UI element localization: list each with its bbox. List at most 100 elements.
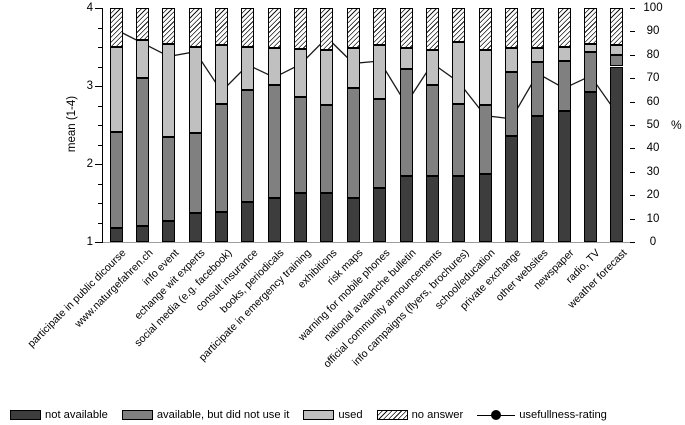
left-axis-tick — [98, 66, 103, 68]
bar-segment-available-not-used — [267, 85, 281, 198]
plot-area — [103, 8, 630, 242]
left-axis-tick — [95, 164, 103, 165]
left-axis-tick — [98, 203, 103, 204]
bar-segment-available-not-used — [162, 136, 176, 221]
left-axis-tick-label: 4 — [86, 2, 93, 14]
legend-label-no-answer: no answer — [411, 409, 464, 421]
bar-segment-available-not-used — [504, 72, 518, 136]
bar-segment-used — [241, 46, 255, 90]
bar-segment-no-answer — [136, 8, 150, 40]
bar-segment-available-not-used — [531, 61, 545, 116]
bar-segment-available-not-used — [136, 78, 150, 226]
left-axis-tick — [98, 183, 103, 185]
left-axis-tick — [98, 222, 103, 224]
bar-segment-no-answer — [557, 8, 571, 47]
bar-segment-used — [188, 46, 202, 134]
bar-segment-available-not-used — [294, 96, 308, 193]
bar-segment-available-not-used — [320, 105, 334, 193]
bar-segment-not-available — [215, 211, 229, 242]
bar-segment-used — [425, 50, 439, 86]
bar-segment-available-not-used — [215, 103, 229, 212]
bar-segment-no-answer — [267, 8, 281, 48]
left-axis-title: mean (1-4) — [66, 95, 78, 153]
left-axis-tick — [95, 86, 103, 87]
right-axis-tick-label: 90 — [646, 25, 660, 38]
right-axis-tick — [630, 54, 635, 56]
bar-segment-not-available — [188, 212, 202, 242]
legend-label-used: used — [338, 409, 363, 421]
left-axis-tick — [98, 47, 103, 48]
left-axis-tick-label: 1 — [86, 236, 93, 248]
right-axis-tick-label: 0 — [649, 236, 657, 248]
bar-segment-no-answer — [478, 8, 492, 51]
bar-segment-no-answer — [215, 8, 229, 46]
bar-segment-no-answer — [241, 8, 255, 47]
bar-segment-no-answer — [346, 8, 360, 48]
right-axis-tick — [630, 101, 635, 103]
left-axis-tick — [95, 8, 103, 9]
right-axis-tick-label: 100 — [643, 2, 663, 14]
bar-segment-used — [109, 46, 123, 133]
left-axis-tick-label: 2 — [86, 158, 93, 170]
bar-segment-used — [399, 47, 413, 69]
bar-segment-no-answer — [162, 8, 176, 45]
bar-segment-no-answer — [610, 8, 624, 46]
bar-segment-used — [557, 46, 571, 61]
bar-segment-no-answer — [373, 8, 387, 46]
bar-segment-used — [136, 39, 150, 79]
bar-segment-available-not-used — [425, 85, 439, 177]
bar-segment-not-available — [241, 202, 255, 242]
usefulness-rating-line — [111, 24, 622, 125]
right-axis-title: % — [671, 118, 682, 132]
bar-segment-no-answer — [294, 8, 308, 49]
bar-segment-used — [162, 44, 176, 137]
bar-segment-not-available — [136, 225, 150, 242]
bar-segment-no-answer — [452, 8, 466, 42]
legend-label-available-not-used: available, but did not use it — [156, 409, 290, 421]
legend-swatch-no-answer-icon — [376, 410, 408, 420]
bar-segment-no-answer — [188, 8, 202, 47]
right-axis-tick — [630, 31, 635, 33]
right-axis-tick-label: 20 — [646, 189, 660, 202]
bar-segment-not-available — [346, 197, 360, 242]
right-axis-tick-label: 80 — [646, 48, 660, 61]
bar-segment-used — [267, 47, 281, 86]
bar-segment-available-not-used — [583, 52, 597, 93]
right-axis-tick — [630, 171, 635, 173]
right-axis-tick — [630, 148, 635, 150]
left-axis-tick — [98, 125, 103, 126]
right-axis-tick-label: 50 — [646, 119, 660, 131]
bar-segment-available-not-used — [478, 105, 492, 175]
bar-segment-not-available — [425, 176, 439, 242]
right-axis-tick — [630, 218, 635, 220]
bar-segment-available-not-used — [557, 60, 571, 111]
bar-segment-used — [373, 45, 387, 100]
bar-segment-available-not-used — [109, 132, 123, 228]
bar-segment-no-answer — [399, 8, 413, 48]
bar-segment-available-not-used — [452, 103, 466, 177]
bar-segment-not-available — [320, 192, 334, 242]
bar-segment-used — [294, 48, 308, 97]
bar-segment-used — [346, 47, 360, 88]
legend-item-used: used — [303, 409, 363, 421]
legend-label-usefullness-rating: usefullness-rating — [519, 409, 607, 421]
bar-segment-not-available — [478, 174, 492, 242]
legend-line-marker-icon — [477, 410, 516, 421]
bar-segment-not-available — [504, 135, 518, 242]
bar-segment-not-available — [610, 66, 624, 242]
bar-segment-not-available — [162, 220, 176, 242]
right-axis-tick-label: 30 — [646, 165, 660, 178]
right-axis-tick — [630, 78, 635, 80]
bar-segment-used — [320, 50, 334, 106]
left-axis-tick-label: 3 — [86, 80, 93, 92]
legend-item-no-answer: no answer — [376, 409, 464, 421]
bar-segment-no-answer — [320, 8, 334, 51]
legend-swatch-available-not-used-icon — [121, 410, 153, 420]
bar-segment-available-not-used — [346, 87, 360, 198]
bar-segment-not-available — [583, 92, 597, 242]
legend: not available available, but did not use… — [10, 409, 678, 421]
x-axis-line — [103, 242, 630, 243]
right-axis-tick — [630, 125, 635, 126]
bar-segment-no-answer — [531, 8, 545, 48]
